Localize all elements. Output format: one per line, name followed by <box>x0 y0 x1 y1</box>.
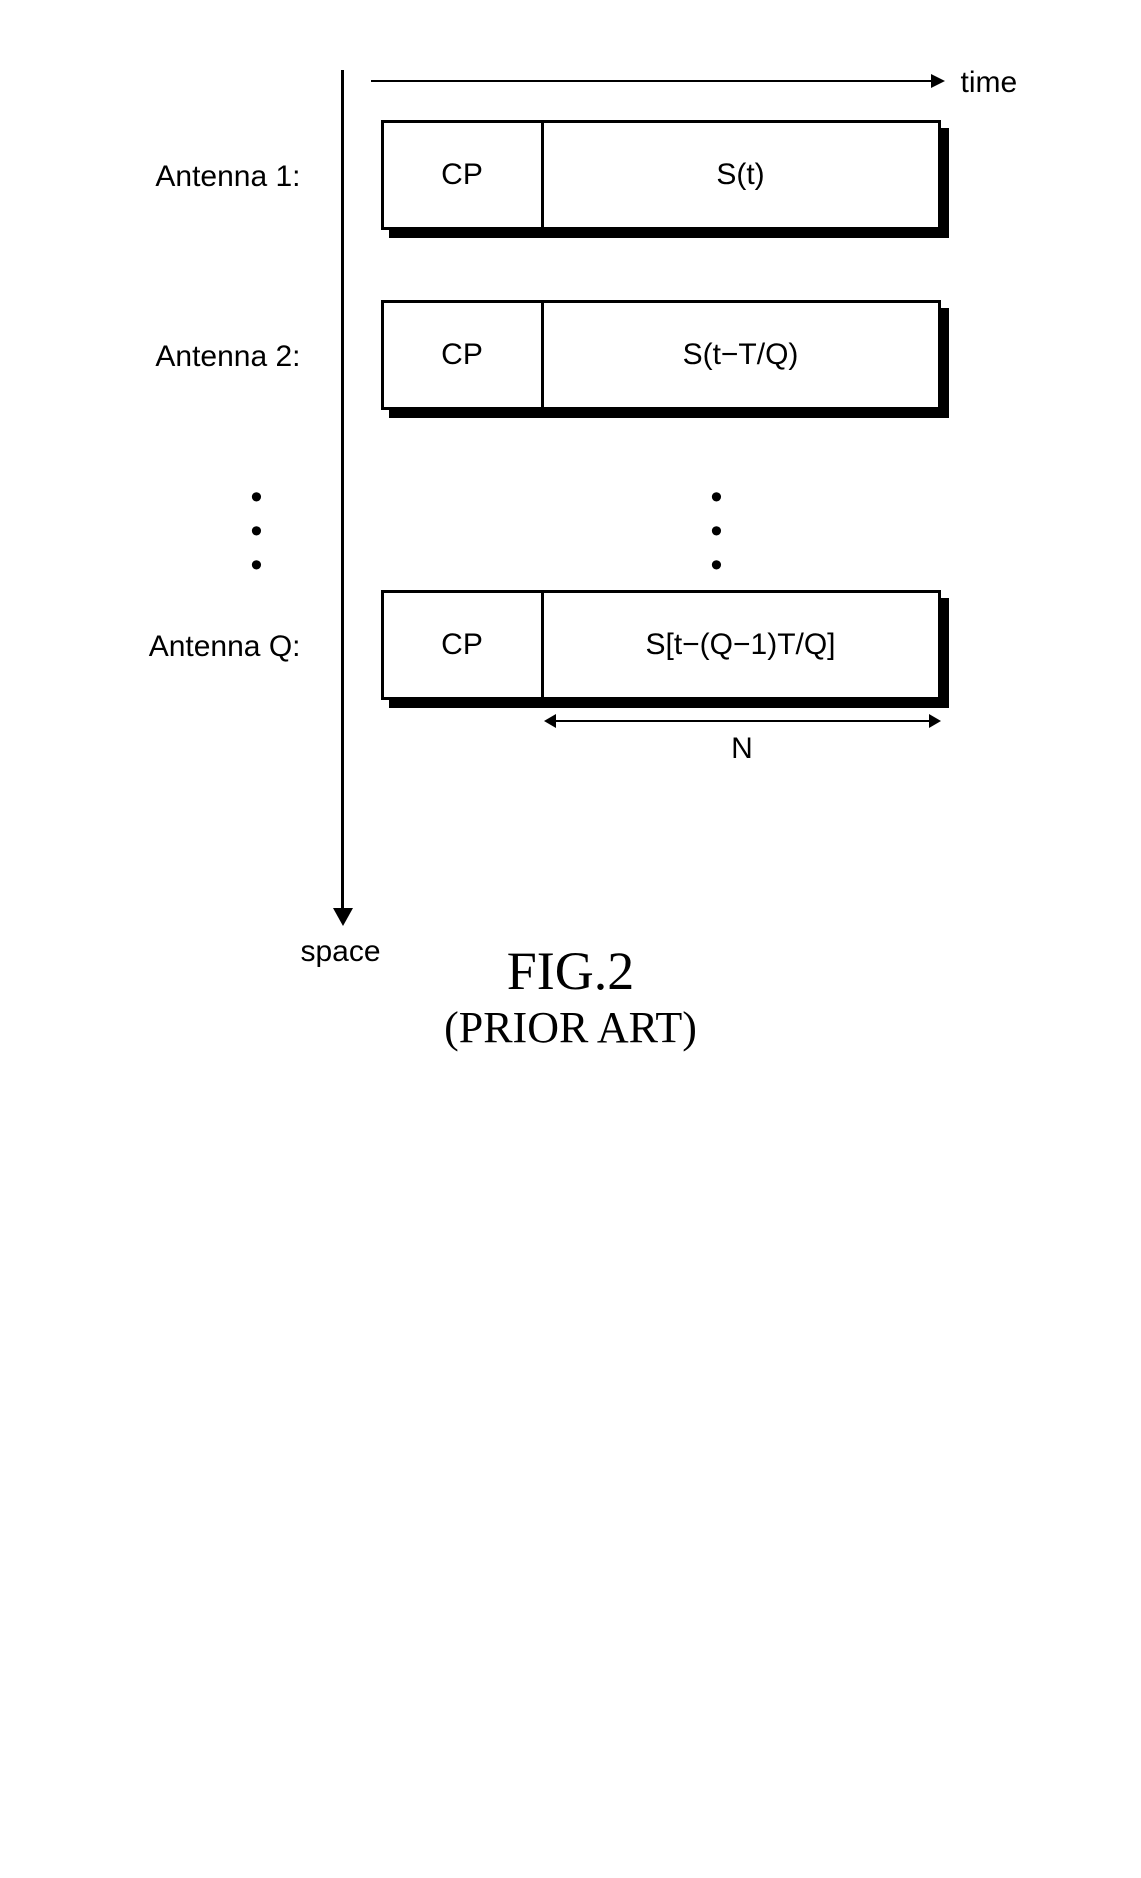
frame-box: CP S[t−(Q−1)T/Q] <box>381 590 941 700</box>
caption-main: FIG.2 <box>40 940 1101 1002</box>
rows-container: Antenna 1: CP S(t) Antenna 2: CP S(t−T/Q… <box>121 120 1021 780</box>
dot-icon: • <box>251 514 263 548</box>
n-measure-row: N <box>121 710 1021 780</box>
ofdm-frame: CP S(t−T/Q) <box>381 300 941 410</box>
ofdm-frame: CP S[t−(Q−1)T/Q] <box>381 590 941 700</box>
cp-cell: CP <box>384 123 544 227</box>
antenna-row: Antenna Q: CP S[t−(Q−1)T/Q] <box>121 590 1021 710</box>
dot-icon: • <box>251 480 263 514</box>
ellipsis-dots-label-col: • • • <box>251 480 263 582</box>
antenna-row-label: Antenna 1: <box>121 160 321 194</box>
frame-box: CP S(t−T/Q) <box>381 300 941 410</box>
space-axis-label: space <box>301 935 381 969</box>
time-axis-line <box>371 80 931 82</box>
antenna-row-label: Antenna 2: <box>121 340 321 374</box>
arrowhead-right-icon <box>929 714 941 728</box>
time-axis-arrowhead <box>931 74 945 88</box>
antenna-row-label: Antenna Q: <box>121 630 321 664</box>
dot-icon: • <box>711 514 723 548</box>
caption-sub: (PRIOR ART) <box>40 1002 1101 1053</box>
signal-cell: S(t) <box>544 123 938 227</box>
n-measure-label: N <box>544 732 941 766</box>
dot-icon: • <box>251 548 263 582</box>
antenna-row: Antenna 2: CP S(t−T/Q) <box>121 300 1021 420</box>
signal-cell: S[t−(Q−1)T/Q] <box>544 593 938 697</box>
dot-icon: • <box>711 480 723 514</box>
figure-caption: FIG.2 (PRIOR ART) <box>40 940 1101 1053</box>
diagram-area: space time Antenna 1: CP S(t) Antenna 2:… <box>121 60 1021 780</box>
dot-icon: • <box>711 548 723 582</box>
n-measure-line <box>554 720 931 722</box>
antenna-row: Antenna 1: CP S(t) <box>121 120 1021 240</box>
ellipsis-dots-signal-col: • • • <box>711 480 723 582</box>
cp-cell: CP <box>384 303 544 407</box>
space-axis-arrowhead <box>333 908 353 926</box>
time-axis: time <box>341 60 1021 110</box>
time-axis-label: time <box>961 66 1018 100</box>
ofdm-frame: CP S(t) <box>381 120 941 230</box>
cp-cell: CP <box>384 593 544 697</box>
vertical-ellipsis-row: • • • • • • <box>121 480 1021 590</box>
signal-cell: S(t−T/Q) <box>544 303 938 407</box>
frame-box: CP S(t) <box>381 120 941 230</box>
